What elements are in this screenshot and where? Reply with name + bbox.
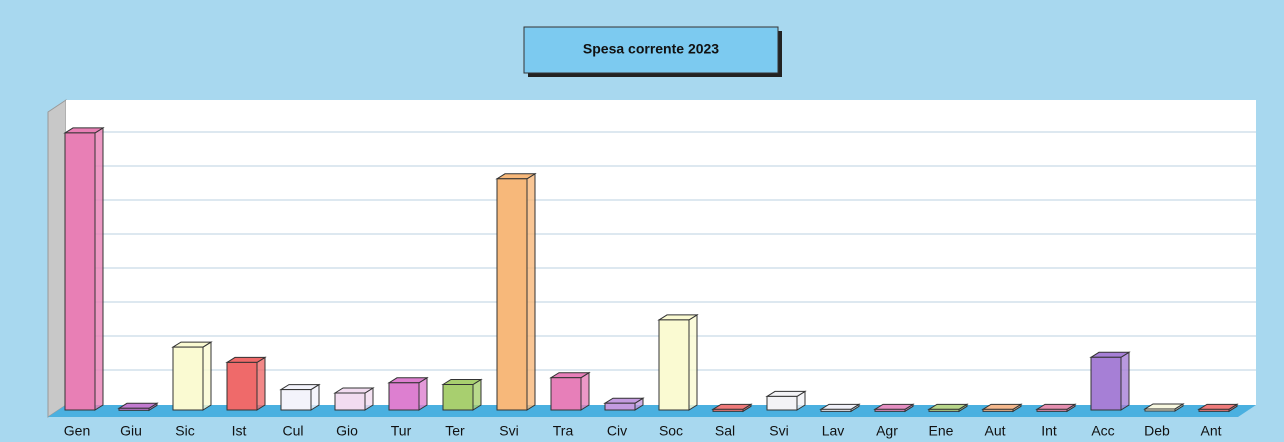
bar bbox=[441, 378, 483, 411]
bar bbox=[603, 397, 645, 411]
x-tick-label: Aut bbox=[984, 423, 1005, 439]
bar bbox=[1035, 403, 1077, 413]
x-tick-label: Svi bbox=[769, 423, 788, 439]
bar bbox=[1143, 403, 1185, 412]
bar bbox=[387, 376, 429, 411]
bar bbox=[495, 172, 537, 411]
bar bbox=[657, 313, 699, 411]
bar bbox=[279, 383, 321, 411]
x-tick-label: Int bbox=[1041, 423, 1057, 439]
bar bbox=[333, 387, 375, 411]
bar bbox=[711, 403, 753, 413]
x-tick-label: Ant bbox=[1200, 423, 1221, 439]
side-wall bbox=[47, 99, 67, 418]
bar bbox=[873, 403, 915, 413]
bar bbox=[981, 403, 1023, 413]
x-tick-label: Soc bbox=[659, 423, 683, 439]
x-tick-label: Civ bbox=[607, 423, 627, 439]
x-tick-label: Cul bbox=[282, 423, 303, 439]
x-tick-label: Ter bbox=[445, 423, 465, 439]
bar bbox=[171, 341, 213, 411]
bar bbox=[225, 356, 267, 411]
bar bbox=[927, 403, 969, 413]
bar bbox=[765, 390, 807, 411]
x-tick-label: Sal bbox=[715, 423, 735, 439]
x-tick-label: Agr bbox=[876, 423, 898, 439]
x-tick-label: Tra bbox=[553, 423, 574, 439]
bar bbox=[117, 402, 159, 412]
x-tick-label: Lav bbox=[822, 423, 845, 439]
x-tick-label: Sic bbox=[175, 423, 194, 439]
bar bbox=[1089, 351, 1131, 411]
x-tick-label: Ist bbox=[232, 423, 247, 439]
bar bbox=[549, 371, 591, 411]
bar bbox=[1197, 403, 1239, 413]
x-tick-label: Tur bbox=[391, 423, 412, 439]
x-tick-label: Deb bbox=[1144, 423, 1170, 439]
x-tick-label: Svi bbox=[499, 423, 518, 439]
chart-title: Spesa corrente 2023 bbox=[583, 41, 719, 57]
x-tick-label: Acc bbox=[1091, 423, 1114, 439]
bar bbox=[819, 403, 861, 413]
title-box bbox=[523, 26, 779, 74]
x-tick-label: Gio bbox=[336, 423, 358, 439]
x-tick-label: Giu bbox=[120, 423, 142, 439]
x-tick-label: Ene bbox=[929, 423, 954, 439]
x-tick-label: Gen bbox=[64, 423, 90, 439]
bar bbox=[63, 126, 105, 411]
